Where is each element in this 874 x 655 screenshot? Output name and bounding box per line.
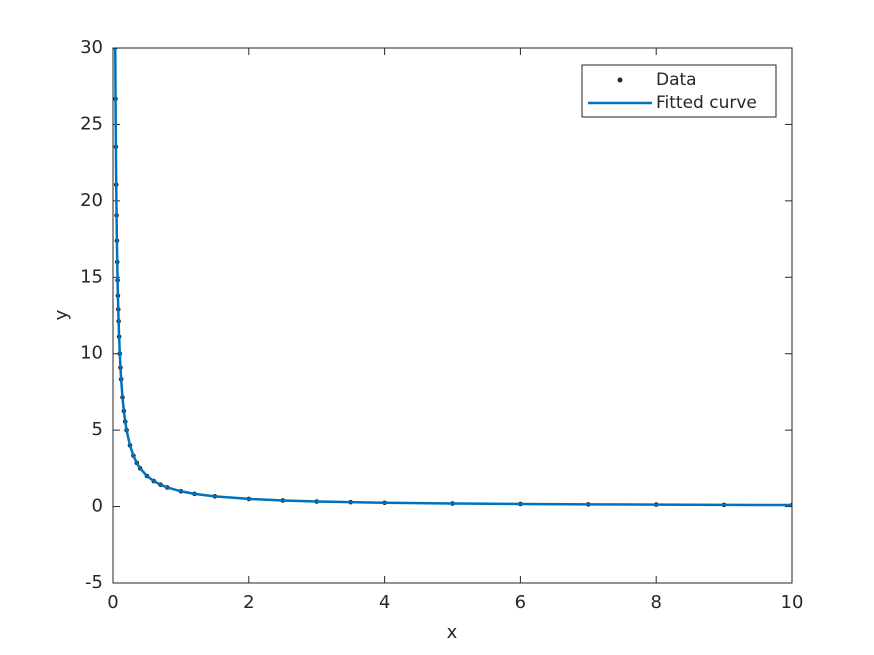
x-tick-label: 8: [650, 592, 661, 613]
x-tick-label: 0: [107, 592, 118, 613]
legend-label: Fitted curve: [656, 93, 757, 113]
x-tick-label: 2: [243, 592, 254, 613]
y-axis-label: y: [51, 309, 72, 320]
y-tick-label: 5: [92, 419, 103, 440]
y-tick-label: -5: [85, 572, 103, 593]
x-tick-label: 10: [781, 592, 804, 613]
plot-area: [113, 48, 792, 508]
y-tick-label: 25: [80, 113, 103, 134]
legend-marker: [617, 77, 623, 83]
x-tick-label: 4: [379, 592, 390, 613]
fitted-line: [114, 48, 792, 507]
axes-box: [112, 47, 793, 584]
y-tick-label: 10: [80, 343, 103, 364]
y-tick-label: 15: [80, 266, 103, 287]
y-tick-label: 0: [92, 496, 103, 517]
legend-box: [581, 64, 777, 118]
y-tick-label: 20: [80, 190, 103, 211]
y-tick-label: 30: [80, 37, 103, 58]
x-axis-label: x: [447, 622, 458, 643]
legend-label: Data: [656, 70, 697, 90]
x-tick-label: 6: [515, 592, 526, 613]
